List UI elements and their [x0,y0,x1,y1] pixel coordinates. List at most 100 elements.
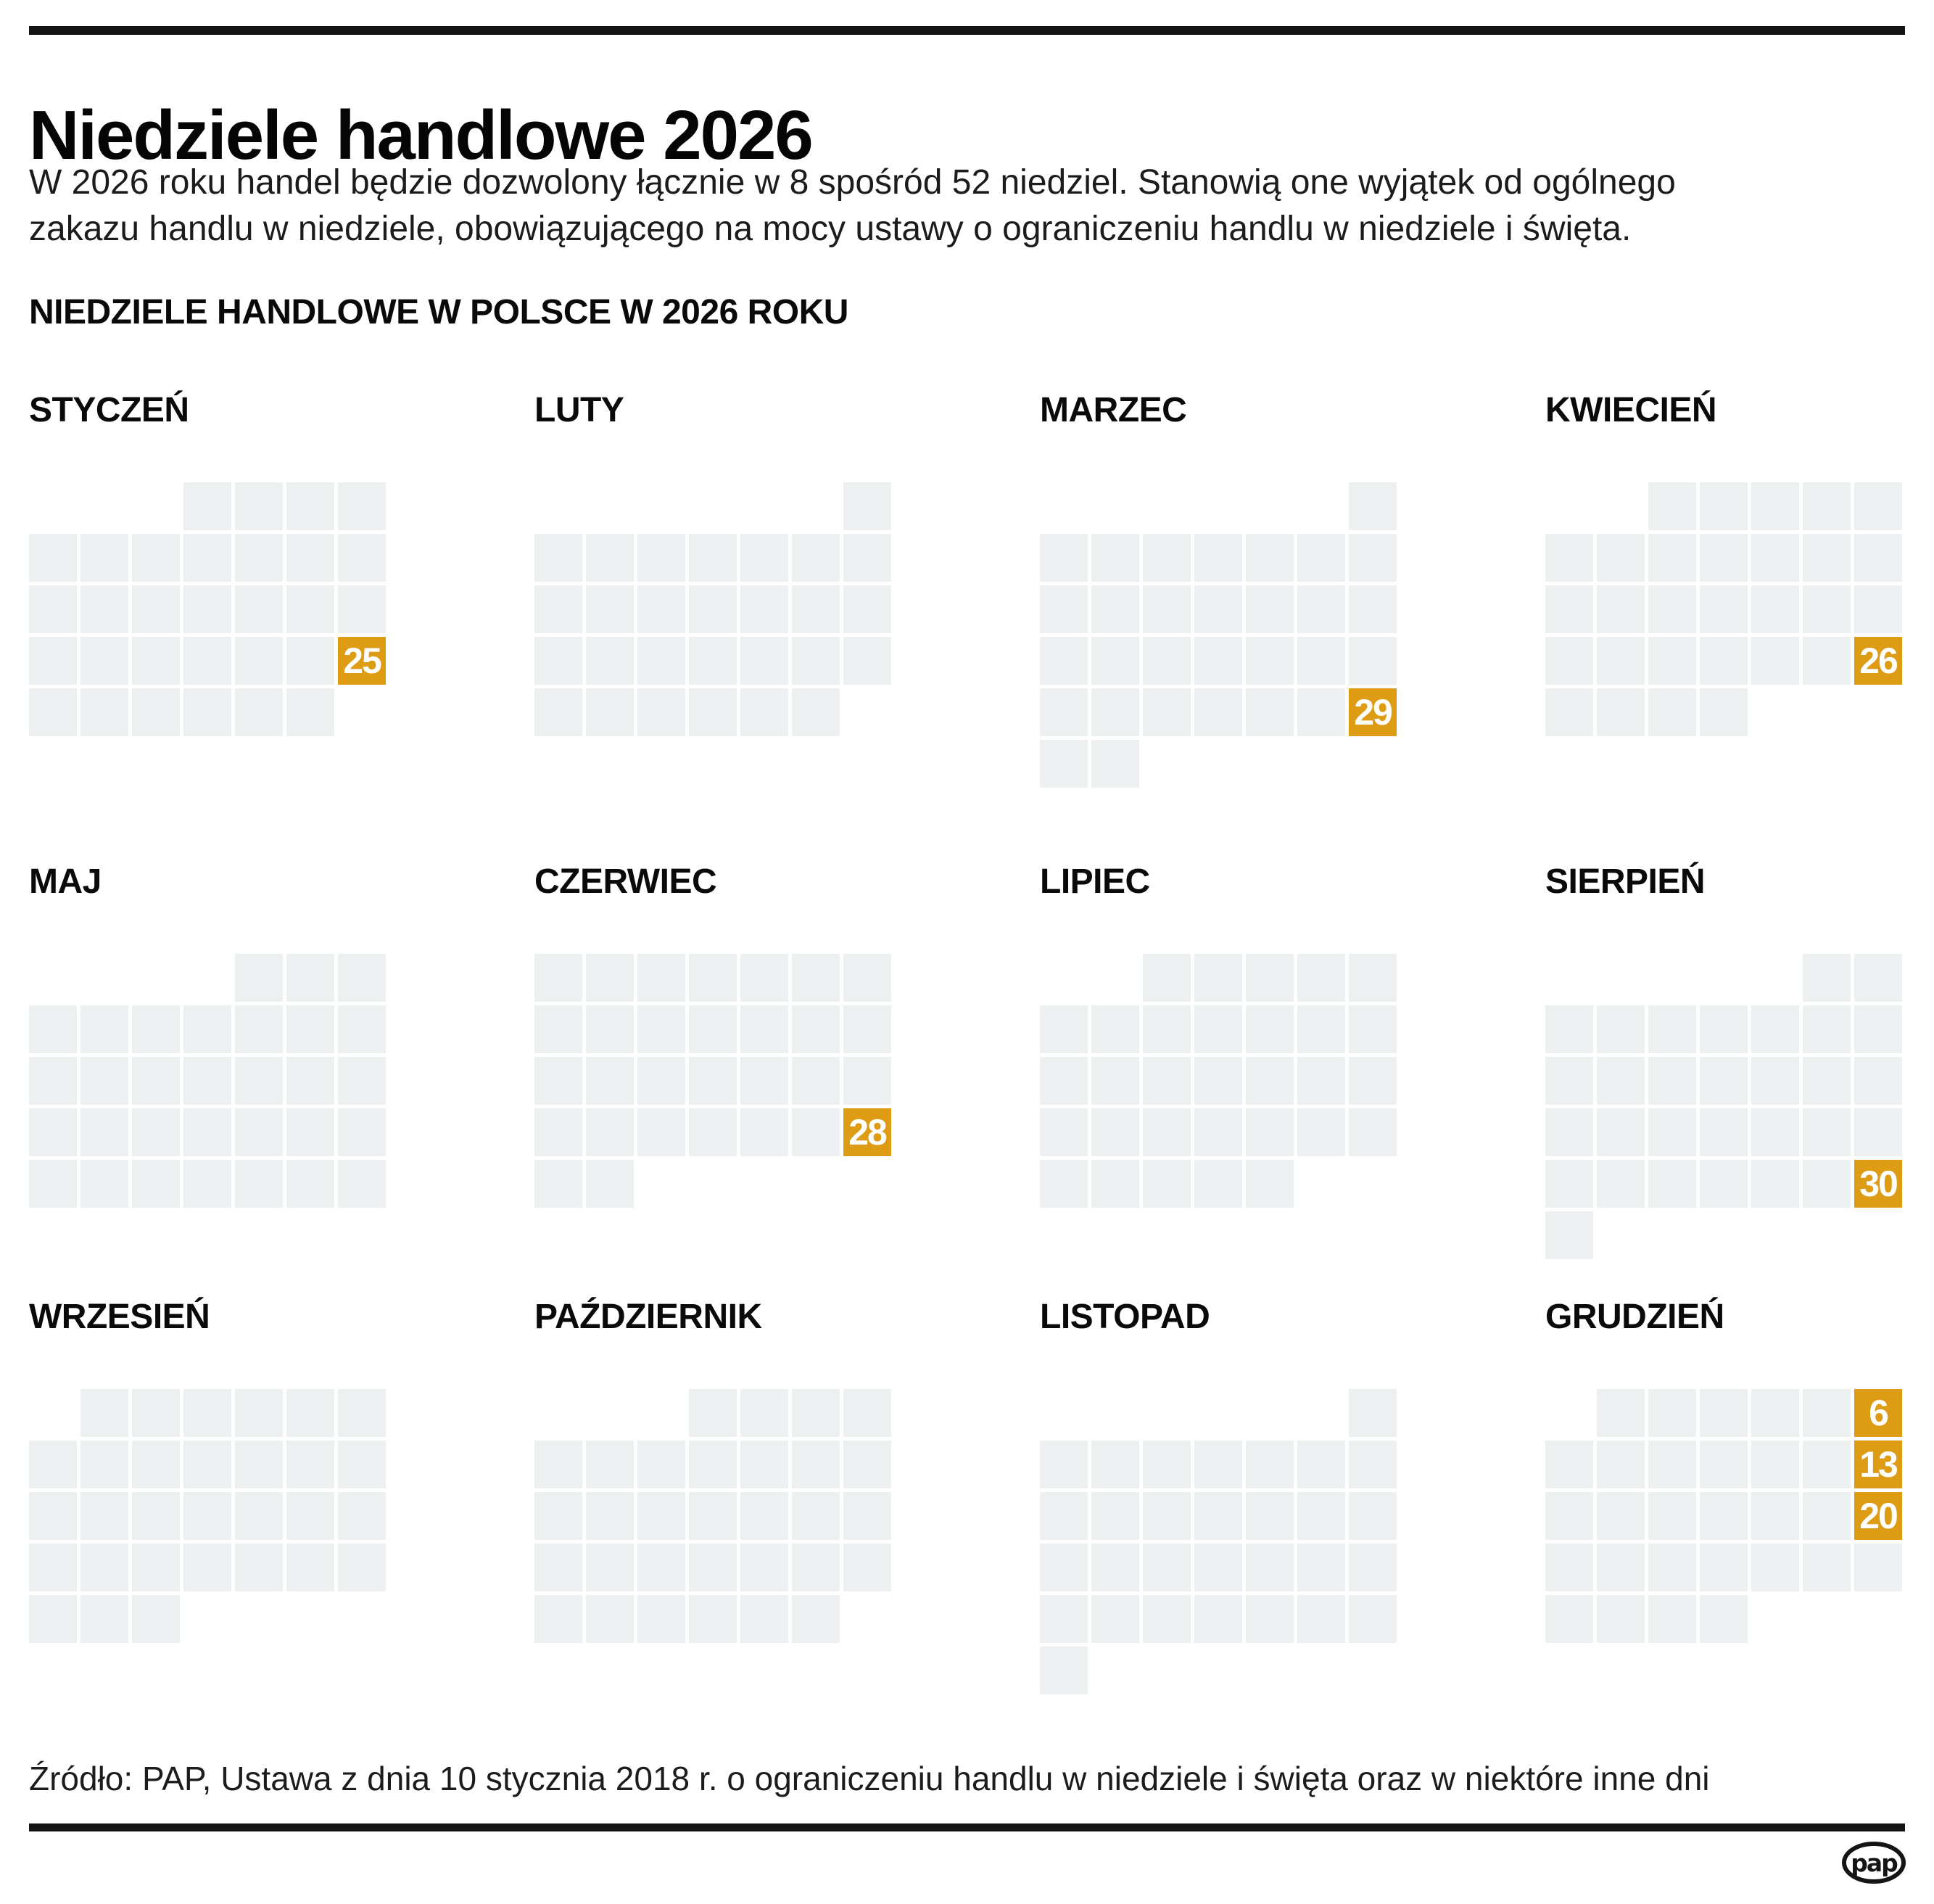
day-cell [792,688,840,736]
day-cell [29,1057,77,1105]
day-cell [338,482,386,530]
day-cell [1040,688,1088,736]
day-cell [637,637,685,685]
day-cell [1194,585,1242,633]
day-cell [1700,1005,1748,1053]
day-cell [689,1005,737,1053]
month-grid [29,954,386,1208]
month-calendar-5: MAJ [29,862,386,1208]
day-cell [338,585,386,633]
day-cell [1349,954,1397,1002]
day-cell [1545,534,1593,582]
month-label: LUTY [534,391,624,429]
day-cell [689,688,737,736]
day-cell [689,585,737,633]
day-cell [1349,1389,1397,1437]
day-cell [286,1057,334,1105]
day-cell [286,534,334,582]
day-cell [286,1441,334,1488]
day-cell [183,1005,231,1053]
day-cell [1246,1108,1294,1156]
day-cell [792,1595,840,1643]
day-cell [29,688,77,736]
month-grid: 26 [1545,482,1902,736]
day-cell [792,1492,840,1540]
day-cell [1194,688,1242,736]
day-cell [183,1492,231,1540]
source-note: Źródło: PAP, Ustawa z dnia 10 stycznia 2… [29,1760,1710,1797]
day-cell [80,1544,128,1591]
day-cell [1648,1005,1696,1053]
day-cell [1246,534,1294,582]
day-cell [1803,637,1851,685]
day-cell [586,1441,634,1488]
day-cell [338,1389,386,1437]
day-cell [740,1544,788,1591]
day-cell [534,1160,582,1208]
day-cell [1194,1492,1242,1540]
day-cell [29,1492,77,1540]
day-cell [1040,1160,1088,1208]
day-cell [586,688,634,736]
day-cell [637,1492,685,1540]
day-cell [286,1389,334,1437]
day-cell [1194,954,1242,1002]
day-cell [338,954,386,1002]
day-cell [637,1544,685,1591]
day-cell [689,1441,737,1488]
month-grid: 30 [1545,954,1902,1259]
day-cell [80,1595,128,1643]
day-cell [1751,1492,1799,1540]
day-cell [1597,1389,1645,1437]
day-cell [534,1057,582,1105]
month-label: PAŹDZIERNIK [534,1298,762,1336]
day-cell [235,482,283,530]
day-cell [1091,1441,1139,1488]
day-cell [637,1595,685,1643]
day-cell [1648,1057,1696,1105]
day-cell [1040,585,1088,633]
day-cell [1349,637,1397,685]
day-cell [1854,1057,1902,1105]
day-cell [1246,1492,1294,1540]
month-calendar-8: SIERPIEŃ 30 [1545,862,1902,1259]
day-cell [286,688,334,736]
day-cell [1545,637,1593,685]
day-cell [80,1160,128,1208]
day-cell [1246,1160,1294,1208]
day-cell [1803,585,1851,633]
month-grid: 6 13 20 [1545,1389,1902,1643]
day-cell [637,1441,685,1488]
bottom-rule [29,1823,1905,1831]
day-cell [1751,1441,1799,1488]
day-cell [792,1544,840,1591]
day-cell [1091,1057,1139,1105]
day-cell [1751,1160,1799,1208]
day-cell [843,1441,891,1488]
day-cell [1297,585,1345,633]
day-cell [1297,688,1345,736]
day-cell [1246,1544,1294,1591]
day-cell [1648,1595,1696,1643]
day-cell [1648,482,1696,530]
day-cell [132,585,180,633]
day-cell [1194,1005,1242,1053]
day-cell [740,534,788,582]
day-cell [1803,534,1851,582]
trading-sunday-cell: 6 [1854,1389,1902,1437]
day-cell [1700,1492,1748,1540]
month-grid: 28 [534,954,891,1208]
day-cell [1545,1544,1593,1591]
month-grid: 25 [29,482,386,736]
day-cell [132,1005,180,1053]
day-cell [235,688,283,736]
month-calendar-10: PAŹDZIERNIK [534,1297,891,1643]
day-cell [1751,482,1799,530]
day-cell [1751,534,1799,582]
month-calendar-6: CZERWIEC 28 [534,862,891,1208]
day-cell [1648,585,1696,633]
day-cell [1297,954,1345,1002]
day-cell [235,1057,283,1105]
month-calendar-2: LUTY [534,390,891,736]
day-cell [132,637,180,685]
